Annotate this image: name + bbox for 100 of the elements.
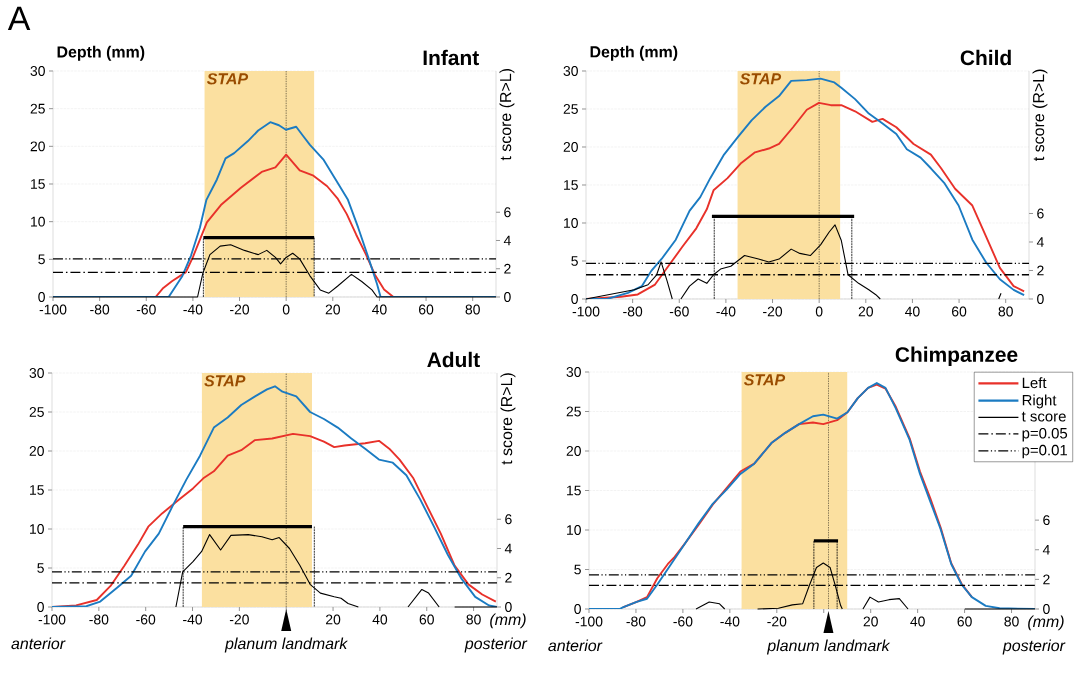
y2-tick-label: 4 [1042,544,1050,555]
x-tick-label: -100 [575,616,603,627]
chart-title: Adult [427,351,480,368]
y2-tick-label: 2 [505,572,512,583]
y-tick-label: 20 [563,142,578,152]
y-tick-label: 25 [30,103,45,114]
y2-axis-title: t score (R>L) [1032,69,1048,161]
x-tick-label: -80 [89,614,109,625]
x-tick-label: 60 [957,616,972,627]
text: posterior [1002,639,1066,655]
x-tick-label: -40 [716,306,736,317]
y2-tick-label: 6 [504,207,511,218]
x-tick-label: -40 [183,614,203,625]
y-tick-label: 5 [37,563,44,573]
legend-label: p=0.05 [1022,427,1068,442]
x-tick-label: 80 [466,614,481,625]
text: (mm) [1028,615,1064,631]
y-tick-label: 25 [563,104,578,114]
x-tick-label: 40 [904,306,920,317]
y2-tick-label: 6 [1043,515,1050,526]
text: anterior [548,639,603,652]
x-tick-label: 80 [998,306,1013,317]
x-tick-label: 20 [863,616,878,627]
legend-label: p=0.01 [1022,444,1067,459]
x-tick-label: 60 [419,614,434,625]
x-tick-label: -100 [39,304,67,315]
x-tick-label: -40 [183,304,203,315]
y-tick-label: 30 [563,66,578,76]
x-tick-label: 40 [372,614,388,625]
legend-label: t score [1021,411,1066,422]
x-tick-label: 40 [910,616,925,627]
y2-axis-title: t score (R>L) [499,69,515,161]
y2-tick-label: 4 [504,543,512,554]
x-tick-label: 60 [952,306,967,317]
y-tick-label: 30 [566,367,581,377]
y-tick-label: 25 [566,406,581,417]
text: planum landmark [224,637,348,653]
x-tick-label: -40 [720,616,740,627]
y-tick-label: 0 [37,602,44,612]
y-tick-label: 15 [564,180,578,190]
y2-tick-label: 2 [1043,574,1050,585]
x-tick-label: 80 [465,304,480,315]
text: (mm) [490,613,526,629]
chart-title: Infant [423,49,479,66]
y-tick-label: 20 [566,446,581,456]
x-tick-label: 20 [858,306,874,317]
y-tick-label: 15 [31,179,45,189]
y2-tick-label: 4 [1036,237,1044,247]
band-label: STAP [739,73,782,85]
x-tick-label: -20 [767,616,787,627]
x-tick-label: 0 [282,304,290,315]
y-tick-label: 15 [567,485,581,496]
y-tick-label: 10 [30,524,44,534]
x-tick-label: 40 [371,304,387,315]
y-tick-label: 0 [574,604,581,614]
x-tick-label: 60 [419,304,434,315]
y-tick-label: 25 [29,407,44,417]
y2-tick-label: 6 [1037,208,1044,219]
legend-label: Right [1022,394,1057,409]
y-tick-label: 10 [31,216,45,227]
chart-title: Chimpanzee [895,346,1018,367]
x-tick-label: -80 [626,616,646,627]
x-tick-label: -60 [669,306,689,317]
x-tick-label: 0 [815,306,823,317]
y-tick-label: 20 [30,141,45,152]
x-tick-label: -60 [136,614,156,625]
y-tick-label: 20 [29,446,44,456]
y-tick-label: 30 [29,368,44,378]
x-tick-label: 20 [325,304,341,315]
x-tick-label: -60 [673,616,693,627]
chart-title: Child [960,49,1011,66]
text: planum landmark [766,639,891,655]
y-tick-label: 0 [38,292,45,302]
y-axis-title: Depth (mm) [590,45,678,61]
x-tick-label: -20 [230,304,250,315]
y2-tick-label: 0 [1043,604,1050,614]
x-tick-label: -100 [38,614,66,625]
y-tick-label: 10 [567,525,581,535]
y2-tick-label: 0 [505,602,512,612]
x-tick-label: -20 [229,614,249,625]
x-tick-label: -20 [763,306,783,317]
band-label: STAP [206,73,249,85]
band-label: STAP [204,375,246,387]
y2-tick-label: 0 [1037,294,1044,304]
y2-axis-title: t score (R>L) [500,373,516,465]
y-tick-label: 5 [571,256,578,266]
y2-tick-label: 0 [504,292,511,302]
x-tick-label: -80 [623,306,643,317]
y-tick-label: 0 [571,294,578,304]
y2-tick-label: 2 [504,263,511,274]
x-tick-label: -80 [90,304,110,315]
x-tick-label: -100 [572,306,600,317]
legend-label: Left [1022,377,1047,389]
x-tick-label: -60 [136,304,156,315]
y-tick-label: 10 [564,218,578,228]
x-tick-label: 20 [326,614,341,625]
band-label: STAP [743,374,786,386]
y-tick-label: 5 [574,564,581,575]
y2-tick-label: 2 [1037,265,1044,276]
y2-tick-label: 6 [505,514,512,525]
